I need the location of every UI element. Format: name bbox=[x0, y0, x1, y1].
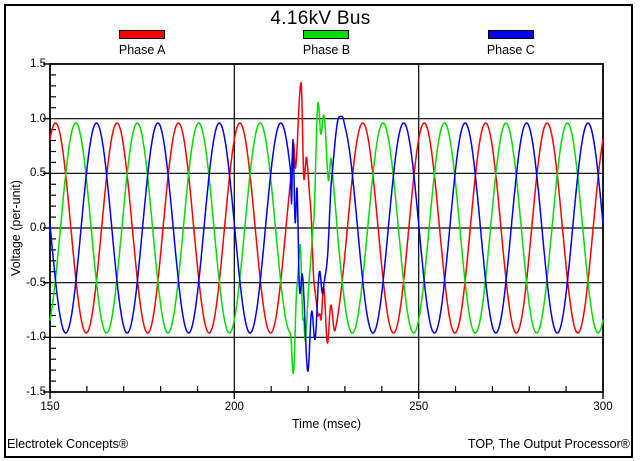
y-tick-label: 0.0 bbox=[30, 222, 46, 234]
footer-app-text: TOP, The Output Processor® bbox=[467, 437, 630, 451]
window-border bbox=[4, 4, 633, 458]
phase-b-waveform bbox=[49, 101, 604, 375]
legend-label: Phase B bbox=[302, 43, 351, 57]
y-axis-title: Voltage (per-unit) bbox=[9, 180, 23, 276]
legend-label: Phase A bbox=[118, 43, 166, 57]
y-tick-label: -0.5 bbox=[26, 276, 46, 289]
legend-swatch bbox=[303, 30, 350, 39]
y-tick-label: 0.5 bbox=[30, 167, 46, 180]
x-tick-label: 300 bbox=[593, 401, 613, 413]
legend-item-phase-b: Phase B bbox=[234, 30, 418, 57]
legend: Phase A Phase B Phase C bbox=[50, 30, 603, 57]
chart-title: 4.16kV Bus bbox=[270, 8, 371, 29]
legend-swatch bbox=[487, 30, 534, 39]
y-tick-label: -1.0 bbox=[26, 331, 46, 344]
phase-c-waveform bbox=[49, 115, 604, 372]
legend-label: Phase C bbox=[486, 43, 535, 57]
y-tick-label: -1.5 bbox=[26, 386, 46, 398]
legend-swatch bbox=[119, 30, 166, 39]
legend-item-phase-a: Phase A bbox=[50, 30, 234, 57]
legend-item-phase-c: Phase C bbox=[419, 30, 603, 57]
y-tick-label: 1.5 bbox=[30, 58, 46, 70]
x-tick-label: 250 bbox=[409, 401, 429, 413]
y-tick-label: 1.0 bbox=[30, 112, 46, 125]
x-tick-label: 150 bbox=[40, 401, 60, 413]
footer-vendor-text: Electrotek Concepts® bbox=[7, 437, 129, 451]
phase-a-waveform bbox=[49, 81, 604, 344]
x-axis-title: Time (msec) bbox=[292, 417, 361, 431]
x-tick-label: 200 bbox=[224, 401, 244, 413]
